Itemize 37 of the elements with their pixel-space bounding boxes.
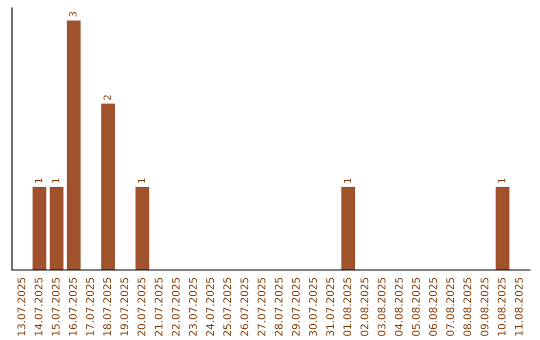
x-tick-label: 14.07.2025 [34, 278, 42, 336]
x-tick-label: 07.08.2025 [446, 278, 454, 336]
x-tick-label: 18.07.2025 [103, 278, 112, 336]
data-label: 1 [344, 178, 351, 183]
x-tick-label: 27.07.2025 [258, 278, 266, 336]
x-tick-label: 02.08.2025 [360, 278, 368, 336]
data-label: 3 [69, 12, 77, 17]
x-tick-label: 16.07.2025 [68, 278, 77, 336]
x-tick-label: 25.07.2025 [223, 278, 232, 336]
x-tick-label: 23.07.2025 [188, 278, 197, 336]
data-label: 2 [104, 95, 111, 100]
x-tick-label: 04.08.2025 [394, 278, 403, 336]
x-tick-label: 21.07.2025 [154, 278, 163, 336]
x-tick-label: 22.07.2025 [172, 278, 180, 336]
x-tick-label: 30.07.2025 [309, 278, 317, 336]
data-label: 1 [35, 178, 42, 183]
x-tick-label: 09.08.2025 [480, 278, 488, 336]
x-tick-label: 06.08.2025 [429, 278, 437, 336]
x-tick-label: 28.07.2025 [274, 278, 283, 336]
x-tick-label: 03.08.2025 [378, 278, 386, 336]
data-label: 1 [498, 178, 506, 183]
x-tick-label: 24.07.2025 [206, 278, 214, 336]
x-tick-label: 20.07.2025 [138, 278, 146, 336]
x-tick-label: 11.08.2025 [514, 278, 523, 336]
data-label: 1 [138, 178, 146, 183]
x-tick-label: 26.07.2025 [240, 278, 248, 336]
x-tick-label: 31.07.2025 [326, 278, 334, 336]
data-label: 1 [52, 178, 60, 183]
x-tick-label: 01.08.2025 [343, 278, 352, 336]
x-tick-label: 10.08.2025 [498, 278, 506, 336]
x-tick-label: 08.08.2025 [463, 278, 472, 336]
x-tick-label: 19.07.2025 [120, 278, 128, 336]
x-tick-label: 15.07.2025 [52, 278, 60, 336]
x-tick-label: 29.07.2025 [292, 278, 300, 336]
x-tick-label: 17.07.2025 [86, 278, 94, 336]
x-tick-label: 13.07.2025 [17, 278, 26, 336]
x-tick-label: 05.08.2025 [412, 278, 420, 336]
